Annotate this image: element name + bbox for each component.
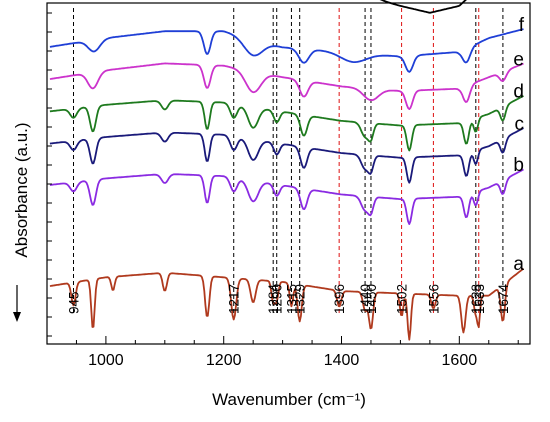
series-line-c xyxy=(49,127,524,184)
axis-ticks: 1000 1200 1400 1600 xyxy=(46,12,519,369)
annotation-label: 945 xyxy=(67,291,82,314)
series-label-b: b xyxy=(513,155,524,176)
x-tick-label: 1400 xyxy=(324,352,360,369)
x-tick-label: 1200 xyxy=(206,352,242,369)
annotation-label: 1329 xyxy=(293,284,308,314)
y-axis-arrow xyxy=(13,285,21,322)
series-lines xyxy=(49,0,525,341)
annotation-label: 1315 xyxy=(284,284,299,314)
series-label-d: d xyxy=(513,82,524,103)
plot-frame xyxy=(46,2,531,345)
series-labels: abcdefg xyxy=(513,15,525,275)
annotation-label: 1440 xyxy=(358,284,373,314)
series-line-e xyxy=(49,62,524,110)
annotation-label: 1628 xyxy=(469,284,484,314)
series-line-g xyxy=(379,0,467,14)
annotation-label: 1284 xyxy=(266,283,281,314)
annotation-label: 1396 xyxy=(332,284,347,314)
series-line-b xyxy=(49,168,524,225)
annotation-label: 1502 xyxy=(395,284,410,314)
annotation-label: 1633 xyxy=(472,284,487,314)
series-line-d xyxy=(49,95,524,152)
annotation-label: 1674 xyxy=(496,283,511,314)
series-label-a: a xyxy=(513,254,524,275)
x-axis-title: Wavenumber (cm⁻¹) xyxy=(212,390,366,409)
annotation-label: 1290 xyxy=(270,284,285,314)
x-tick-label: 1000 xyxy=(88,352,124,369)
series-line-f xyxy=(49,28,524,73)
series-line-a xyxy=(49,267,525,341)
series-label-e: e xyxy=(513,49,524,70)
x-tick-label: 1600 xyxy=(442,352,478,369)
axes xyxy=(46,2,531,345)
series-label-c: c xyxy=(515,114,525,135)
annotation-label: 1556 xyxy=(426,284,441,314)
annotation-label: 1450 xyxy=(364,284,379,314)
annotation-label: 1217 xyxy=(227,284,242,314)
y-axis-title: Absorbance (a.u.) xyxy=(12,122,31,257)
series-label-f: f xyxy=(519,15,525,36)
